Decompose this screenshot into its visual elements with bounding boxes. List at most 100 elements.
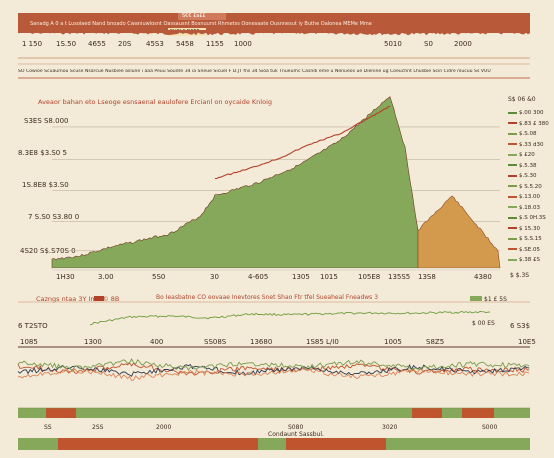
bottom-tick-4: 3020 (382, 424, 398, 431)
lower-left-value: 6 T2STO (18, 322, 48, 330)
right-legend-item: $.00 300 (508, 110, 544, 116)
header-caption: SO Cowioe Scuaumou Scuse Nsarcue Nusbiee… (18, 69, 491, 74)
lower-line-series (89, 310, 491, 326)
y-label-2: 1S.8E8 $3.S0 (22, 181, 69, 189)
band-line-series (17, 367, 530, 382)
band-line-series (17, 358, 530, 371)
header-tick-1: 1S.50 (56, 40, 77, 48)
bottom-tick-2: 2000 (156, 424, 172, 431)
x-label-4: 4-605 (248, 273, 269, 281)
right-legend-item: $ S.S.15 (508, 236, 542, 242)
legend-label: $.38 £S (519, 257, 540, 263)
header-tick-8: 5010 (384, 40, 402, 48)
legend-label: $.18.03 (519, 204, 540, 211)
legend-swatch (508, 153, 517, 156)
lower-axis-6: 1005 (384, 338, 402, 346)
footer-bar-red (58, 438, 258, 450)
y-label-3: 7 S.S0 S3.80 0 (28, 213, 80, 221)
legend-label: $.S.30 (519, 173, 537, 179)
area-series-main (51, 96, 419, 269)
lower-axis-4: 13680 (250, 338, 273, 346)
x-label-1: 3.00 (98, 273, 114, 281)
right-legend-item: $.S.30 (508, 173, 537, 179)
area-series-secondary (417, 195, 501, 269)
x-label-10: 4380 (474, 273, 492, 281)
right-legend-item: $.18.03 (508, 205, 540, 211)
lower-axis-7: S8Z5 (426, 338, 445, 346)
y-label-0: S3ES S8.000 (24, 117, 69, 125)
legend-swatch (508, 248, 517, 250)
legend-label: $ S.5.20 (519, 183, 542, 190)
lower-axis-2: 400 (150, 338, 164, 346)
legend-label: $ £20 (519, 152, 535, 158)
right-legend-item: $ 15.30 (508, 226, 540, 232)
header-tick-7: 1000 (234, 40, 252, 48)
lower-axis-3: SS08S (204, 338, 227, 346)
band-line-series (17, 363, 530, 377)
legend-label: $.33 d30 (519, 141, 544, 148)
right-legend-item: $.S 0H.3S (508, 215, 546, 221)
lower-axis-8: 10E5 (518, 338, 536, 346)
bottom-tick-0: SS (44, 424, 52, 431)
legend-swatch (508, 111, 517, 114)
legend-swatch (508, 122, 517, 124)
x-axis-baseline (52, 268, 500, 271)
main-chart-right-header: S$ 06 &0 (508, 96, 536, 103)
x-label-2: 5S0 (152, 273, 166, 281)
legend-label: $.S 0H.3S (519, 215, 546, 221)
lower-left-title: Cazngs ntaa 3Y Ims © 8B (36, 295, 120, 303)
legend-swatch (508, 195, 517, 198)
header-tick-0: 1 150 (22, 40, 43, 48)
header-tick-4: 45S3 (146, 40, 164, 48)
lower-marker (94, 296, 104, 301)
header-tick-3: 20S (118, 40, 132, 48)
legend-swatch (508, 258, 517, 261)
header-banner (18, 13, 530, 33)
x-label-8: 135S5 (388, 273, 411, 281)
bottom-bar-green (18, 408, 530, 418)
right-legend-item: $.S.08 (508, 131, 537, 137)
legend-swatch (508, 174, 517, 177)
legend-label: $ S.S.15 (519, 236, 542, 242)
lower-axis-5: 1S85 L/I0 (306, 338, 339, 346)
bottom-tick-3: S080 (288, 424, 304, 431)
legend-swatch (508, 206, 517, 208)
header-tick-10: 2000 (454, 40, 472, 48)
lower-right-tag-1: $1 £ 5S (484, 296, 507, 303)
legend-label: $.5.38 (519, 162, 537, 169)
right-legend-item: $.33 d30 (508, 142, 543, 148)
legend-swatch (508, 164, 517, 166)
legend-swatch (508, 132, 517, 135)
header-banner-text: Sanadg A 0 a t Lusoiaed Nand bnoado Cwan… (30, 21, 372, 27)
x-label-3: 30 (210, 273, 219, 281)
legend-swatch (508, 237, 517, 240)
footer-bar-red-2 (286, 438, 386, 450)
y-label-4: 4S20 S$.S70S 0 (20, 247, 76, 255)
legend-label: $.83 £ 380 (519, 120, 549, 127)
bottom-tick-1: 2SS (92, 424, 104, 431)
legend-label: $ 15.30 (519, 225, 540, 232)
right-legend-item: $.5.38 (508, 163, 537, 169)
y-label-1: 8.3E8 $3.S0 5 (18, 149, 67, 157)
header-tick-5: 5458 (176, 40, 194, 48)
bottom-bar-red (46, 408, 76, 418)
bottom-bar-red (412, 408, 442, 418)
trend-line (215, 105, 391, 180)
header-banner-edge (18, 30, 530, 36)
legend-swatch (508, 143, 517, 145)
header-tick-2: 4655 (88, 40, 106, 48)
x-label-9: 13S8 (418, 273, 436, 281)
legend-label: $.SE.05 (519, 246, 540, 253)
footer-label: Condaunt Sassbul. (268, 431, 324, 438)
x-label-0: 1H30 (56, 273, 75, 281)
legend-swatch (508, 185, 517, 187)
lower-marker-2 (470, 296, 482, 301)
legend-swatch (508, 216, 517, 219)
bottom-tick-5: S000 (482, 424, 498, 431)
lower-axis-0: 1085 (20, 338, 38, 346)
x-label-5: 1305 (292, 273, 310, 281)
lower-right-tag-2: $ 00 ES (472, 320, 495, 327)
lower-title: Bo Ieasbatne CO eovaae Inevtores Snet Sh… (156, 294, 379, 301)
header-tick-6: 1155 (206, 40, 224, 48)
right-legend-item: $.83 £ 380 (508, 121, 549, 127)
